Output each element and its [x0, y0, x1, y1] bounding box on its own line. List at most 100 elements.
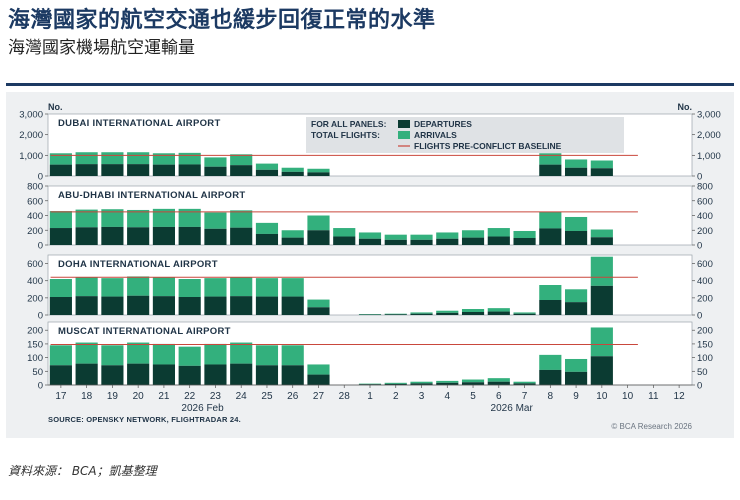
departures-bar — [152, 164, 175, 176]
arrivals-bar — [281, 230, 304, 238]
y-tick-label-left: 3,000 — [19, 110, 43, 121]
departures-bar — [307, 230, 330, 245]
departures-bar — [539, 300, 562, 315]
arrivals-bar — [152, 343, 175, 365]
copyright-note: © BCA Research 2026 — [611, 422, 692, 431]
departures-bar — [307, 307, 330, 315]
arrivals-bar — [75, 342, 98, 364]
arrivals-bar — [333, 228, 356, 237]
arrivals-bar — [590, 160, 613, 169]
departures-bar — [565, 371, 588, 385]
arrivals-bar — [178, 208, 201, 227]
arrivals-bar — [513, 230, 536, 238]
arrivals-bar — [539, 211, 562, 229]
x-tick-label: 28 — [339, 391, 351, 402]
departures-bar — [178, 164, 201, 176]
y-tick-label-right: 0 — [697, 381, 702, 392]
departures-bar — [384, 239, 407, 245]
departures-bar — [49, 228, 72, 245]
arrivals-bar — [461, 309, 485, 312]
departures-bar — [384, 314, 407, 315]
y-tick-label-right: 600 — [697, 196, 713, 207]
departures-bar — [436, 382, 459, 385]
departures-bar — [178, 226, 201, 245]
x-tick-label: 9 — [573, 391, 579, 402]
arrivals-bar — [204, 212, 227, 229]
departures-bar — [281, 365, 304, 385]
y-tick-label-left: 200 — [27, 293, 43, 304]
x-tick-label: 23 — [210, 391, 222, 402]
y-tick-label-left: 400 — [27, 276, 43, 287]
departures-bar — [127, 363, 150, 385]
arrivals-bar — [410, 234, 433, 240]
departures-bar — [101, 226, 124, 245]
source-note: 資料來源： BCA；凱基整理 — [8, 464, 157, 478]
y-tick-label-right: 1,000 — [697, 151, 721, 162]
departures-bar — [230, 165, 253, 176]
departures-bar — [487, 236, 510, 245]
page-subtitle: 海灣國家機場航空運輸量 — [8, 38, 195, 58]
arrivals-bar — [178, 346, 201, 366]
departures-bar — [152, 296, 175, 315]
departures-bar — [358, 384, 382, 385]
departures-bar — [590, 285, 613, 315]
arrivals-bar — [49, 345, 72, 366]
departures-bar — [49, 297, 72, 315]
arrivals-bar — [127, 276, 150, 296]
departures-bar — [410, 313, 433, 315]
departures-bar — [384, 383, 407, 385]
y-tick-label-right: 0 — [697, 241, 702, 252]
y-tick-label-right: 2,000 — [697, 130, 721, 141]
arrivals-bar — [487, 308, 510, 312]
x-tick-label: 5 — [470, 391, 476, 402]
y-tick-label-right: 3,000 — [697, 110, 721, 121]
departures-bar — [178, 365, 201, 385]
y-tick-label-left: 600 — [27, 259, 43, 270]
arrivals-bar — [152, 153, 175, 165]
departures-bar — [230, 296, 253, 315]
y-tick-label-left: 0 — [38, 172, 43, 183]
departures-bar — [49, 365, 72, 385]
arrivals-bar — [255, 345, 279, 366]
x-tick-label: 10 — [596, 391, 608, 402]
departures-bar — [333, 236, 356, 245]
arrivals-bar — [255, 278, 279, 297]
arrivals-bar — [307, 299, 330, 308]
arrivals-bar — [127, 209, 150, 228]
x-tick-label: 11 — [648, 391, 659, 402]
legend-departures-swatch — [398, 120, 410, 128]
x-tick-label: 2 — [393, 391, 399, 402]
left-unit-label: No. — [48, 102, 63, 112]
departures-bar — [75, 164, 98, 176]
arrivals-bar — [127, 342, 150, 364]
arrivals-bar — [204, 157, 227, 167]
y-tick-label-right: 200 — [697, 293, 713, 304]
arrivals-bar — [513, 381, 536, 384]
arrivals-bar — [101, 209, 124, 227]
x-month-label-feb: 2026 Feb — [181, 403, 224, 414]
legend-header: FOR ALL PANELS: — [311, 119, 387, 129]
departures-bar — [230, 363, 253, 385]
y-tick-label-right: 400 — [697, 211, 713, 222]
arrivals-bar — [75, 277, 98, 297]
departures-bar — [565, 167, 588, 176]
x-tick-label: 7 — [522, 391, 528, 402]
y-tick-label-left: 100 — [27, 353, 43, 364]
panel-title: MUSCAT INTERNATIONAL AIRPORT — [58, 326, 231, 337]
legend-departures-label: DEPARTURES — [414, 119, 472, 129]
departures-bar — [281, 296, 304, 315]
x-month-label-mar: 2026 Mar — [491, 403, 534, 414]
x-tick-label: 22 — [184, 391, 196, 402]
panel-title: DOHA INTERNATIONAL AIRPORT — [58, 259, 218, 270]
y-tick-label-left: 2,000 — [19, 130, 43, 141]
arrivals-bar — [127, 152, 150, 165]
arrivals-bar — [487, 378, 510, 382]
arrivals-bar — [101, 152, 124, 165]
y-tick-label-left: 0 — [38, 381, 43, 392]
departures-bar — [513, 383, 536, 385]
y-tick-label-left: 200 — [27, 326, 43, 337]
departures-bar — [204, 228, 227, 245]
departures-bar — [75, 363, 98, 385]
x-tick-label: 8 — [548, 391, 554, 402]
panel-title: DUBAI INTERNATIONAL AIRPORT — [58, 118, 221, 129]
